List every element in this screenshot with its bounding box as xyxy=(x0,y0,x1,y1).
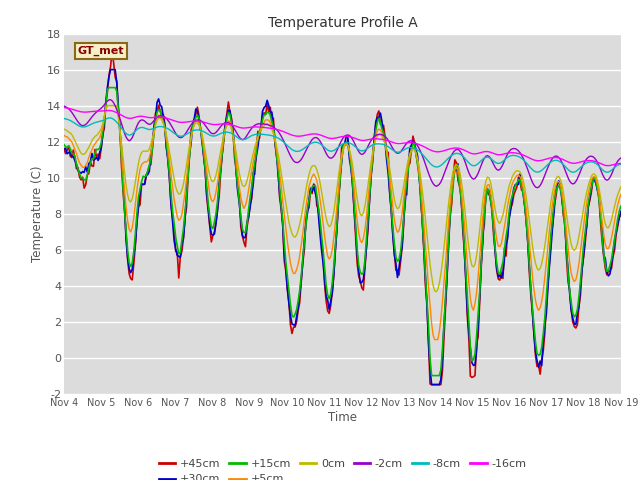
X-axis label: Time: Time xyxy=(328,410,357,423)
Title: Temperature Profile A: Temperature Profile A xyxy=(268,16,417,30)
Y-axis label: Temperature (C): Temperature (C) xyxy=(31,165,44,262)
Text: GT_met: GT_met xyxy=(78,46,124,57)
Legend: +45cm, +30cm, +15cm, +5cm, 0cm, -2cm, -8cm, -16cm: +45cm, +30cm, +15cm, +5cm, 0cm, -2cm, -8… xyxy=(154,455,531,480)
